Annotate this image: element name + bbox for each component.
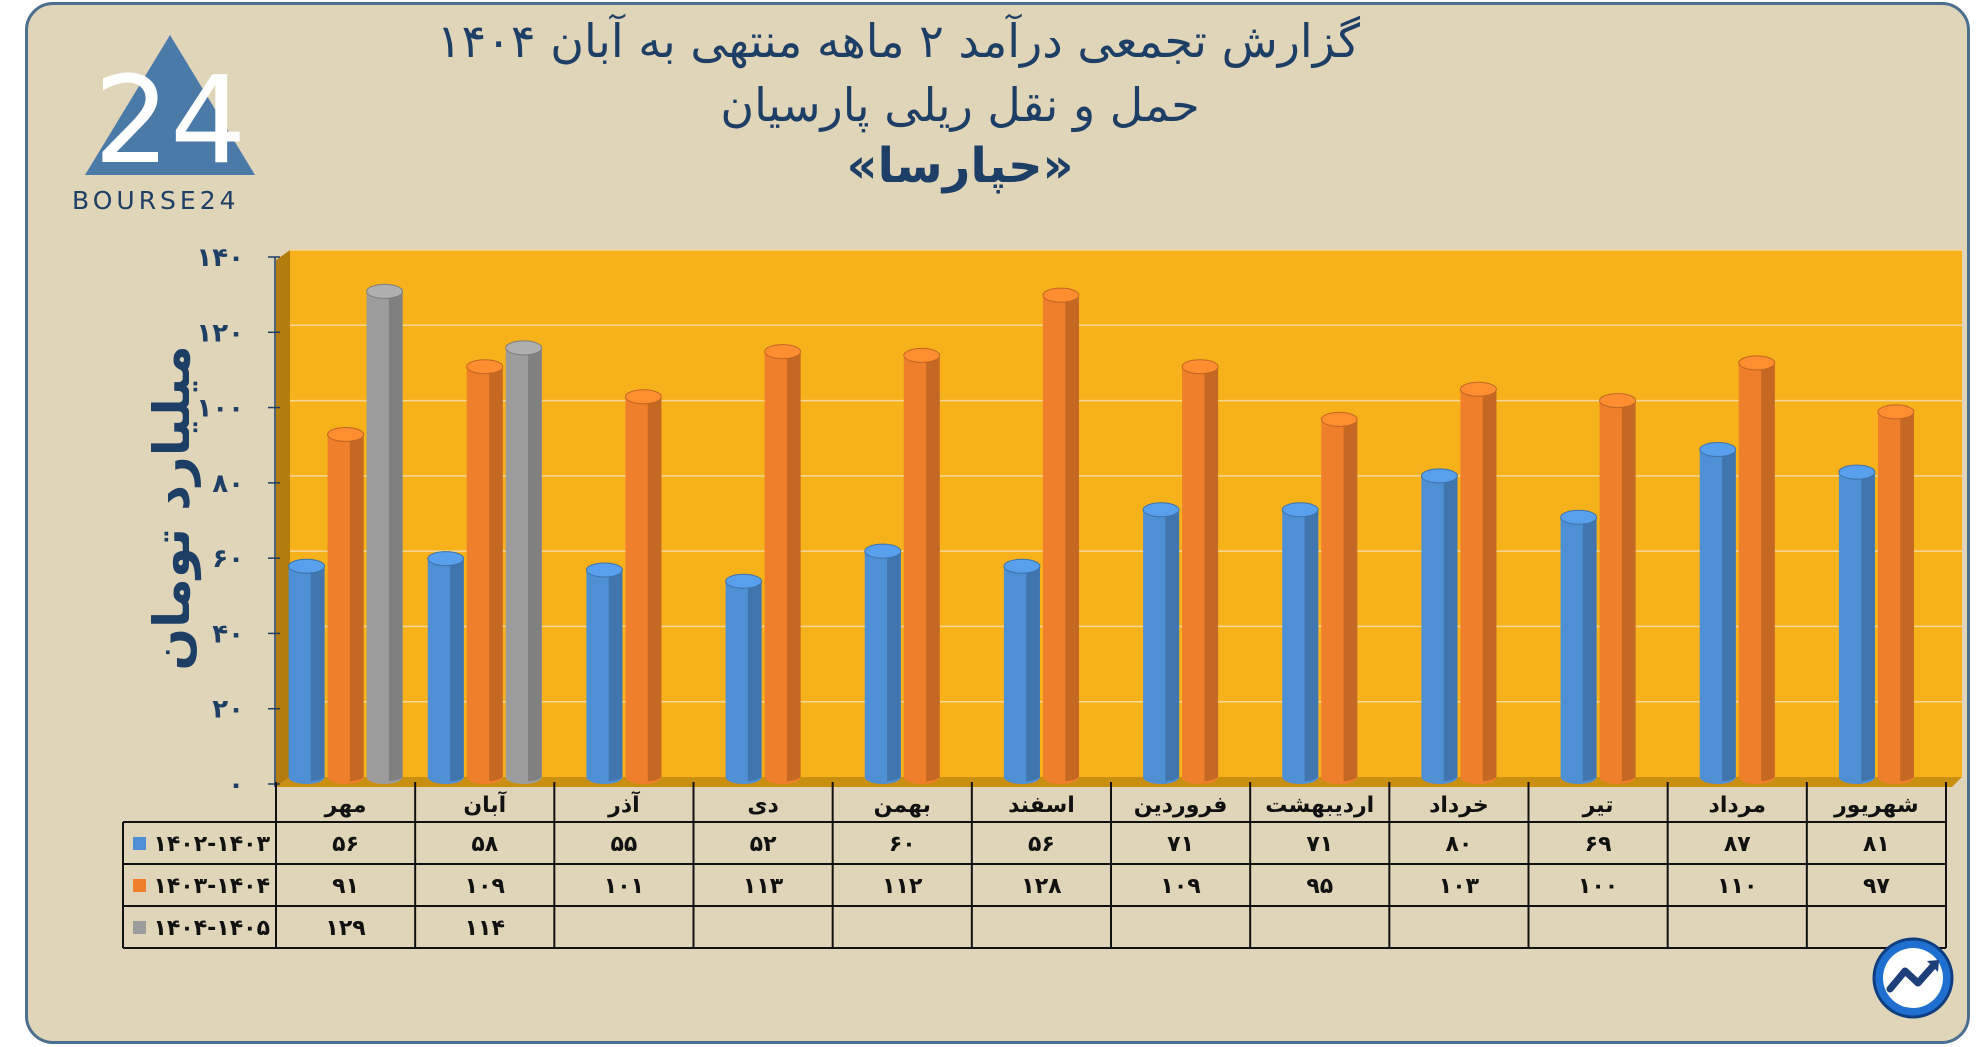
category-label: شهریور: [1833, 793, 1919, 818]
bar: [903, 347, 941, 785]
data-table-value: ۵۶: [1028, 832, 1055, 857]
legend-label: ۱۴۰۲-۱۴۰۳: [153, 832, 270, 857]
y-tick-label: ۲۰: [212, 695, 244, 725]
bar: [1042, 287, 1080, 785]
logo-text: BOURSE24: [72, 186, 240, 215]
data-table-value: ۵۶: [332, 832, 359, 857]
data-table-value: ۱۰۹: [465, 874, 505, 899]
bar: [864, 543, 902, 785]
bar: [288, 558, 326, 785]
bar: [466, 359, 504, 785]
data-table-value: ۵۵: [610, 832, 637, 857]
data-table-value: ۷۱: [1167, 832, 1194, 857]
category-label: اسفند: [1008, 793, 1075, 818]
data-table-value: ۷۱: [1306, 832, 1333, 857]
logo-numeral: 24: [94, 52, 247, 191]
data-table-value: ۵۸: [471, 832, 498, 857]
category-label: خرداد: [1429, 793, 1489, 818]
data-table-value: ۸۰: [1445, 832, 1472, 857]
bar: [505, 340, 543, 785]
bar: [725, 573, 763, 785]
bar: [1838, 464, 1876, 785]
bar: [1560, 509, 1598, 785]
y-tick-label: ۱۲۰: [196, 318, 244, 348]
bar: [1320, 411, 1358, 785]
bar: [1181, 359, 1219, 785]
data-table-value: ۱۰۱: [604, 874, 644, 899]
bar: [1420, 468, 1458, 785]
data-table-value: ۸۱: [1863, 832, 1890, 857]
data-table-value: ۹۷: [1863, 874, 1890, 899]
data-table-value: ۱۱۲: [882, 874, 923, 899]
bar: [366, 283, 404, 785]
legend-swatch: [133, 837, 146, 850]
data-table-value: ۱۲۸: [1021, 874, 1062, 899]
y-tick-label: ۰: [228, 770, 244, 800]
y-tick-label: ۸۰: [212, 469, 244, 499]
data-table-value: ۶۹: [1585, 832, 1612, 857]
category-label: فروردین: [1134, 793, 1228, 818]
y-tick-label: ۱۰۰: [196, 394, 244, 424]
bar: [1281, 502, 1319, 785]
category-label: مرداد: [1709, 793, 1766, 818]
data-table-value: ۵۲: [750, 832, 777, 857]
data-table-value: ۱۱۳: [743, 874, 784, 899]
category-label: آذر: [607, 790, 640, 818]
bar: [624, 389, 662, 785]
category-label: تیر: [1582, 793, 1614, 818]
y-tick-label: ۴۰: [212, 619, 244, 649]
bar: [1459, 381, 1497, 785]
plot-floor: [276, 777, 1962, 787]
legend-label: ۱۴۰۴-۱۴۰۵: [153, 916, 270, 941]
data-table-value: ۱۰۰: [1578, 874, 1618, 899]
bar: [585, 562, 623, 785]
y-tick-label: ۱۴۰: [196, 243, 244, 273]
bourse24-logo: 24: [70, 30, 270, 220]
bar: [1738, 355, 1776, 785]
data-table-value: ۱۱۰: [1717, 874, 1757, 899]
title-line-2: حمل و نقل ریلی پارسیان: [720, 78, 1200, 132]
bar: [1003, 558, 1041, 784]
category-label: اردیبهشت: [1265, 793, 1374, 818]
bar: [1877, 404, 1915, 785]
data-table-value: ۹۵: [1306, 874, 1333, 899]
bar: [1142, 502, 1180, 785]
legend-label: ۱۴۰۳-۱۴۰۴: [153, 874, 270, 899]
bar: [764, 344, 802, 785]
title-line-3: «حپارسا»: [846, 138, 1074, 194]
data-table-value: ۸۷: [1724, 832, 1751, 857]
category-label: مهر: [324, 793, 367, 818]
category-label: آبان: [463, 790, 506, 818]
plot-side-wall: [276, 250, 290, 787]
category-label: بهمن: [874, 793, 931, 818]
title-line-1: گزارش تجمعی درآمد ۲ ماهه منتهی به آبان ۱…: [436, 14, 1360, 68]
data-table-value: ۱۰۳: [1439, 874, 1480, 899]
bar: [1599, 393, 1637, 785]
bar: [427, 551, 465, 785]
trend-badge-icon: [1872, 937, 1954, 1019]
legend-swatch: [133, 921, 146, 934]
bar: [1699, 442, 1737, 785]
category-label: دی: [747, 793, 778, 818]
data-table-value: ۶۰: [889, 832, 916, 857]
data-table-value: ۱۲۹: [325, 916, 365, 941]
data-table-value: ۱۰۹: [1160, 874, 1200, 899]
data-table-value: ۱۱۴: [465, 916, 505, 941]
legend-swatch: [133, 879, 146, 892]
bar: [327, 426, 365, 785]
data-table-value: ۹۱: [332, 874, 359, 899]
plot-background: [290, 250, 1962, 777]
y-tick-label: ۶۰: [212, 544, 244, 574]
